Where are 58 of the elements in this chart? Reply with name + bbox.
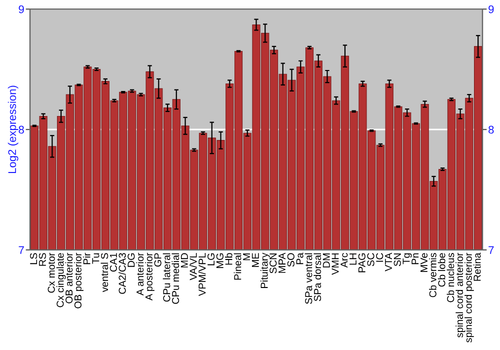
x-tick-label: CA1: [110, 253, 117, 272]
x-tick-label: GP: [154, 253, 162, 267]
x-tick-label: Cx cingulate: [56, 253, 66, 308]
y-axis-title: Log2 (expression): [8, 86, 18, 174]
x-tick-label: CPu medial: [172, 253, 180, 304]
x-tick-label: spinal cord posterior: [464, 252, 474, 342]
x-tick-label: RS: [38, 253, 46, 266]
x-tick-label: DM: [322, 254, 330, 268]
x-tick-label: Pn: [412, 253, 419, 264]
x-tick-label: MPA: [278, 252, 286, 273]
x-tick-label: ventral S: [100, 253, 108, 292]
x-tick-label: LH: [350, 253, 356, 265]
x-tick-label: LS: [30, 253, 38, 264]
x-tick-label: Pir: [83, 252, 90, 264]
x-tick-label: SO: [287, 253, 294, 267]
x-tick-label: Cb vermis: [429, 253, 436, 298]
x-tick-label: Pa: [296, 252, 304, 264]
x-tick-label: VMH: [332, 253, 339, 275]
x-tick-label: SPa dorsal: [314, 253, 322, 302]
x-tick-label: Retina: [473, 252, 481, 281]
x-tick-label: M: [243, 254, 250, 260]
x-tick-label: A anterior: [136, 252, 144, 296]
x-tick-label: LG: [207, 253, 215, 266]
x-tick-label: SPa ventral: [304, 253, 312, 304]
x-tick-label: MVe: [420, 253, 428, 272]
x-tick-label: Pituitary: [260, 252, 270, 288]
x-tick-label: Tu: [92, 253, 100, 264]
x-tick-label: OB posterior: [74, 252, 84, 308]
x-tick-label: IC: [376, 253, 384, 262]
x-tick-label: Cx motor: [48, 252, 55, 293]
y-tick-label: 7: [18, 246, 24, 254]
x-tick-label: A posterior: [145, 252, 154, 300]
x-tick-label: ME: [252, 253, 259, 267]
x-tick-label: Pineal: [234, 253, 242, 280]
x-tick-label: spinal cord anterior: [456, 252, 465, 338]
x-tick-label: Cb lobe: [438, 253, 446, 287]
x-tick-label: SC: [367, 253, 374, 266]
x-tick-label: CPu lateral: [162, 253, 170, 302]
x-tick-label: VA/VL: [189, 253, 197, 280]
y2-tick-label: 7: [488, 246, 494, 254]
x-tick-label: Tg: [402, 253, 412, 264]
x-tick-label: SCN: [270, 253, 277, 274]
x-tick-label: Hb: [224, 253, 232, 265]
y-tick-label: 9: [18, 5, 24, 14]
x-tick-label: Arc: [340, 252, 348, 268]
y2-tick-label: 9: [488, 5, 494, 14]
x-tick-label: VPM/VPL: [198, 253, 206, 296]
x-tick-label: MG: [216, 253, 224, 268]
y-tick-label: 8: [18, 126, 24, 134]
y2-tick-label: 8: [488, 126, 494, 134]
x-tick-label: SN: [394, 253, 401, 266]
x-tick-label: Cb nucleus: [446, 253, 454, 302]
x-tick-label: OB anterior: [65, 252, 73, 304]
x-tick-label: VTA: [385, 252, 392, 272]
x-tick-label: PAG: [358, 253, 366, 272]
x-tick-label: CA2/CA3: [118, 253, 126, 294]
x-tick-label: MD: [180, 253, 188, 268]
x-tick-label: DG: [128, 253, 135, 267]
